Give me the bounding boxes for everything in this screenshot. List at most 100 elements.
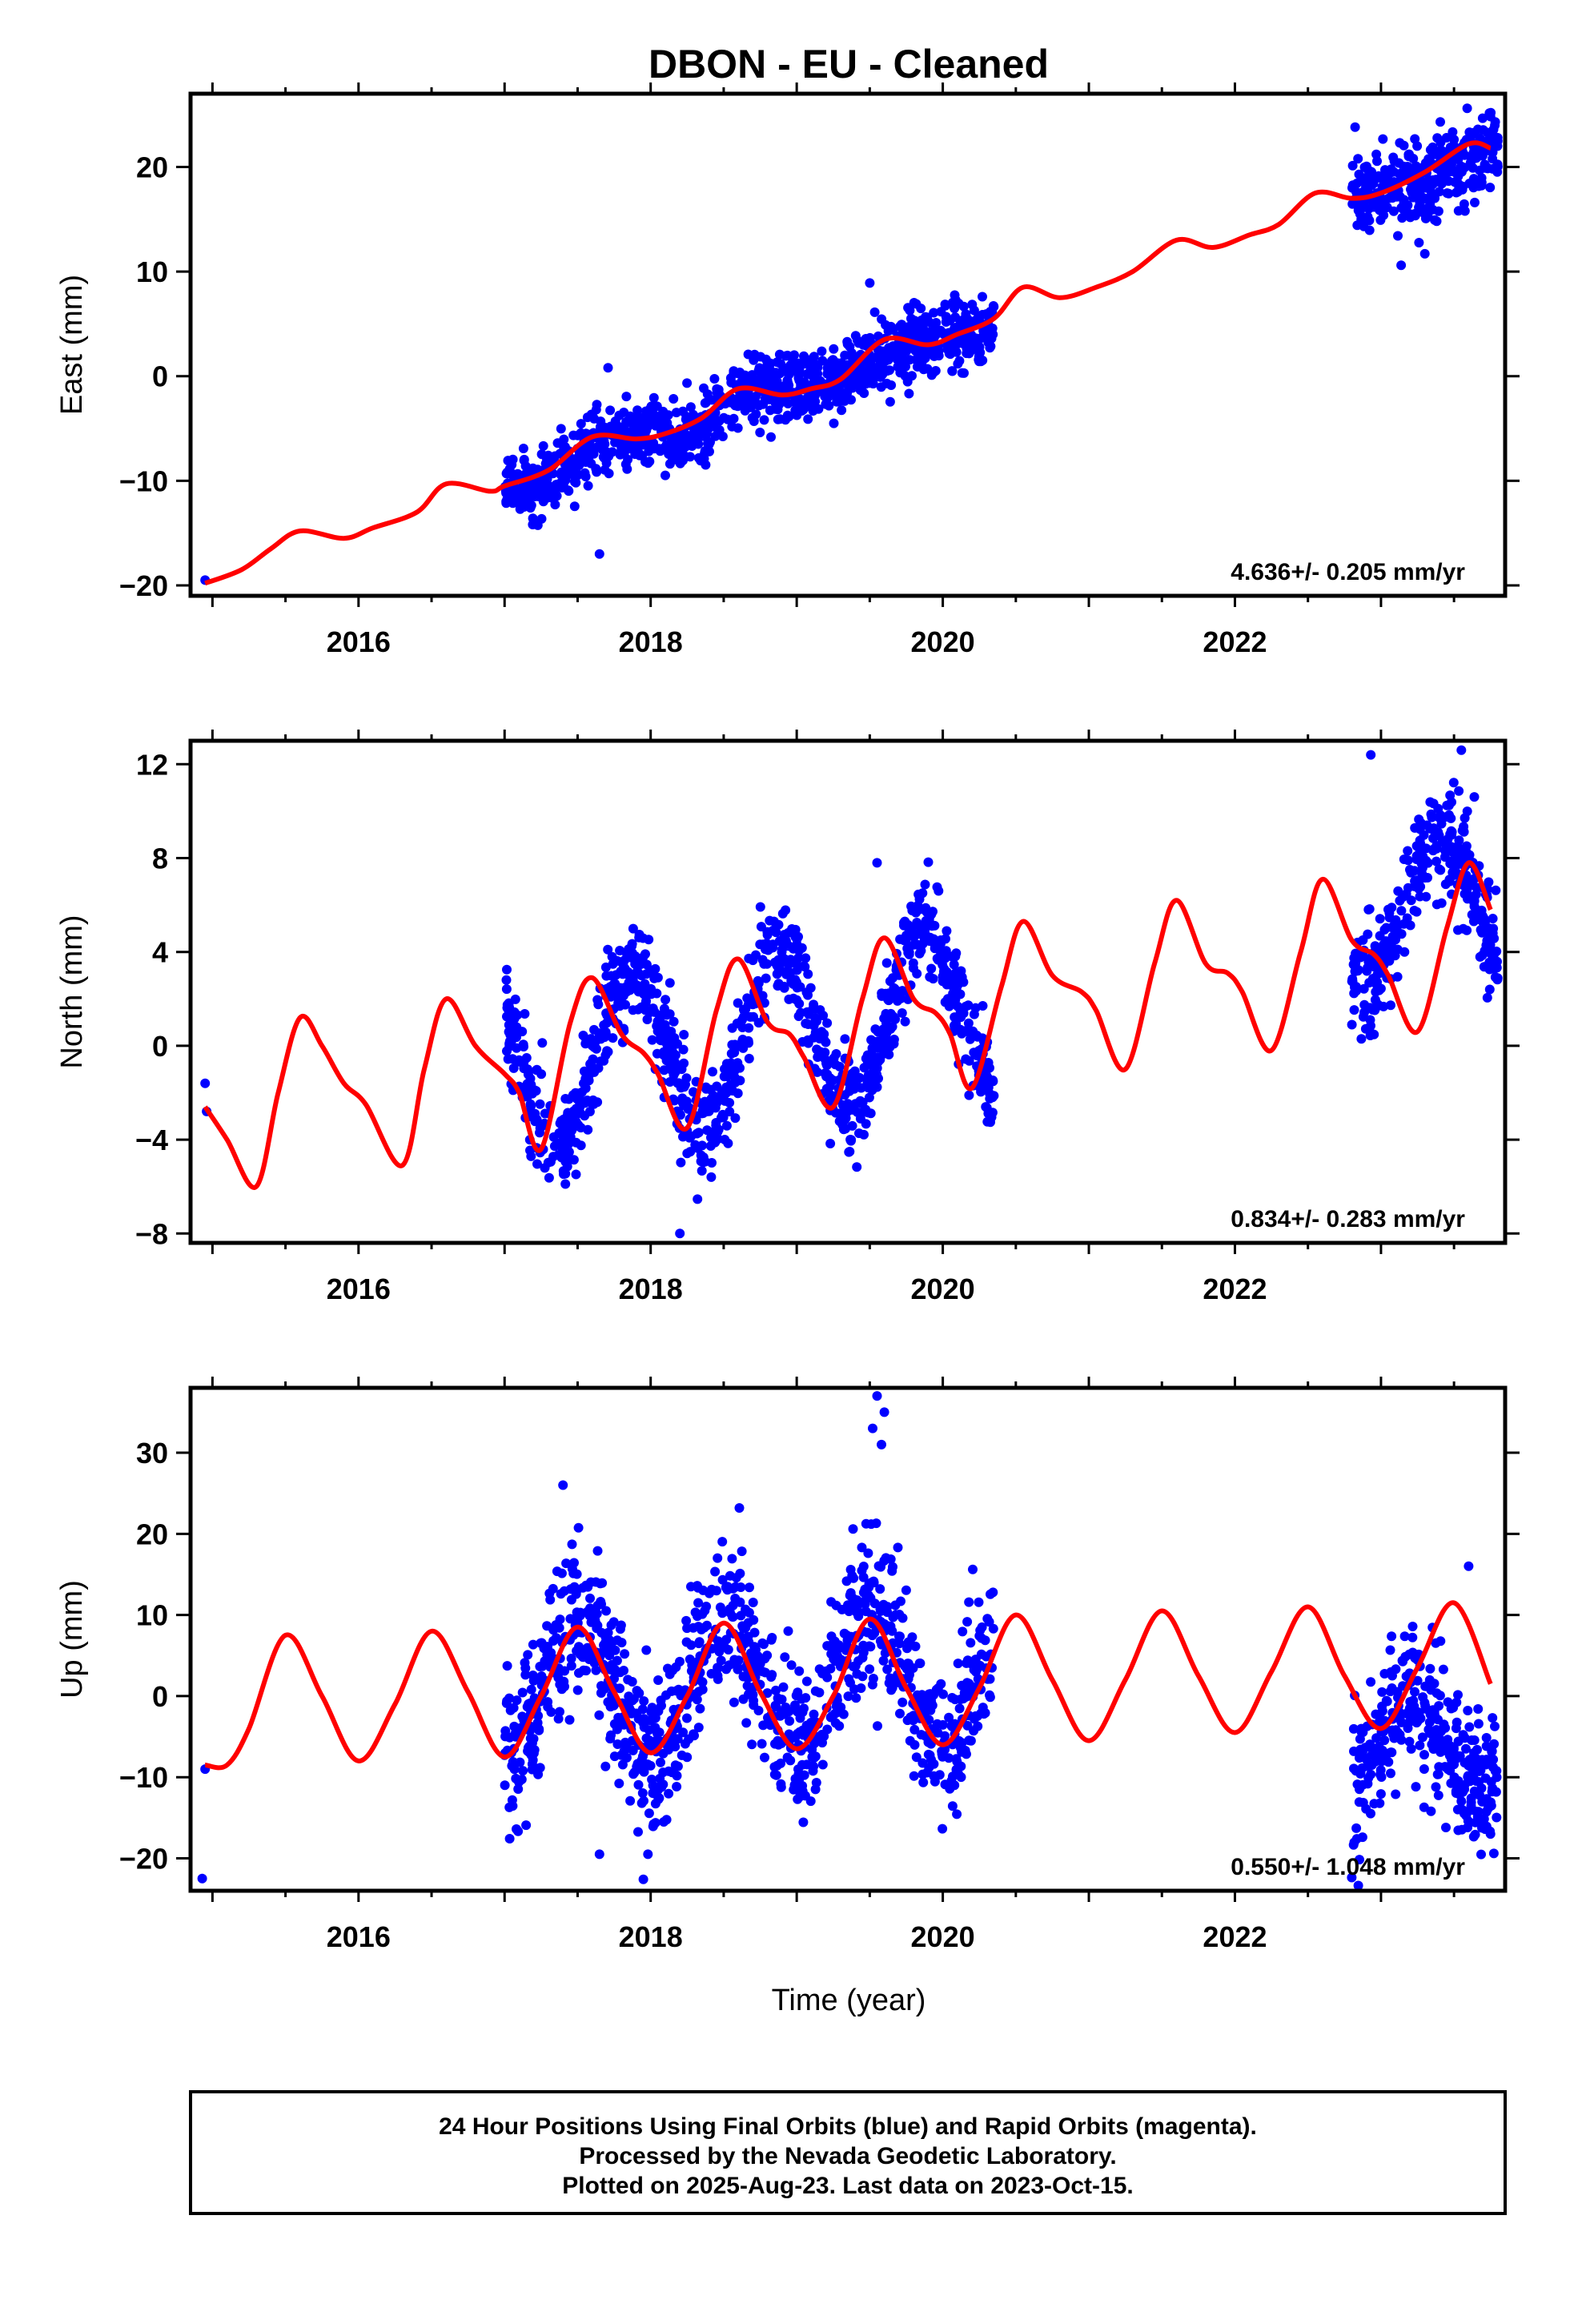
velocity-label: 0.834+/- 0.283 mm/yr: [1231, 1206, 1465, 1232]
data-point: [1389, 156, 1399, 167]
data-point: [861, 1119, 871, 1129]
data-point: [1435, 865, 1446, 875]
data-point: [909, 1724, 920, 1735]
data-point: [962, 348, 972, 359]
panel-1: 2016 2018 2020 2022 −20 −10 0 10 20 East (mm) 4.63…: [55, 82, 1520, 658]
data-point: [730, 1077, 741, 1088]
data-point: [685, 1132, 695, 1143]
data-point: [526, 501, 536, 510]
data-point: [817, 1738, 827, 1748]
data-point: [900, 916, 910, 927]
data-point: [849, 1684, 859, 1695]
data-point: [958, 301, 969, 312]
data-point: [782, 1752, 793, 1763]
data-point: [1448, 778, 1459, 788]
data-point: [508, 454, 518, 464]
data-point: [619, 448, 629, 458]
data-point: [727, 1023, 737, 1033]
y-tick-label: 30: [136, 1437, 168, 1470]
data-point: [896, 1596, 905, 1606]
data-point: [570, 476, 580, 487]
data-point: [881, 958, 892, 968]
data-point: [1447, 127, 1458, 137]
data-point: [1386, 1747, 1396, 1758]
data-point: [816, 1032, 826, 1043]
data-point: [852, 335, 862, 345]
data-point: [509, 1007, 520, 1017]
outlier-point: [558, 1480, 568, 1490]
data-point: [867, 1085, 877, 1096]
data-point: [1410, 209, 1420, 219]
data-point: [602, 1046, 612, 1056]
data-point: [950, 290, 960, 300]
data-point: [1461, 1743, 1471, 1754]
data-point: [561, 1558, 572, 1569]
data-point: [748, 1690, 758, 1700]
data-point: [738, 1012, 749, 1022]
data-point: [968, 338, 978, 348]
data-point: [1462, 103, 1472, 114]
data-point: [1431, 899, 1442, 910]
data-point: [1427, 142, 1438, 152]
data-point: [744, 1053, 754, 1063]
data-point: [1430, 215, 1439, 225]
data-point: [951, 340, 962, 350]
data-point: [1390, 951, 1400, 961]
data-point: [1440, 1723, 1451, 1733]
data-point: [596, 1688, 606, 1698]
data-point: [722, 414, 733, 424]
data-point: [501, 497, 512, 507]
data-point: [1485, 183, 1496, 193]
data-point: [737, 1023, 748, 1032]
data-point: [681, 1615, 692, 1626]
data-point: [569, 1558, 579, 1568]
data-point: [1460, 813, 1470, 823]
data-point: [928, 323, 938, 333]
data-point: [542, 455, 552, 464]
outlier-point: [638, 1874, 648, 1884]
data-point: [810, 1686, 821, 1696]
data-point: [846, 1135, 857, 1145]
data-point: [670, 1068, 681, 1078]
data-point: [867, 1043, 877, 1053]
data-point: [926, 1755, 936, 1765]
data-point: [1450, 177, 1460, 187]
data-point: [1490, 1721, 1500, 1731]
data-point: [890, 345, 900, 356]
data-point: [1475, 951, 1485, 962]
data-point: [1371, 1002, 1382, 1012]
x-tick-label: 2022: [1203, 1920, 1267, 1953]
data-point: [556, 1684, 567, 1695]
data-point: [1370, 995, 1380, 1005]
data-point: [1347, 976, 1358, 987]
data-point: [1481, 1741, 1492, 1751]
data-point: [822, 1018, 833, 1028]
data-point: [703, 438, 713, 448]
data-point: [513, 1826, 524, 1836]
data-point: [1447, 830, 1457, 840]
data-point: [985, 1088, 995, 1099]
panel-2: 2016 2018 2020 2022 −8 −4 0 4 8 12 North (mm) 0.834…: [55, 730, 1520, 1305]
data-point: [669, 394, 679, 404]
y-tick-label: −4: [135, 1124, 168, 1156]
data-point: [504, 464, 515, 474]
data-point: [1396, 260, 1407, 271]
data-point: [535, 1128, 544, 1138]
data-point: [682, 1148, 693, 1159]
data-point: [600, 1761, 611, 1771]
data-point: [881, 351, 891, 361]
data-point: [1492, 975, 1503, 985]
data-point: [834, 1721, 845, 1731]
data-point: [665, 459, 675, 469]
data-point: [893, 1542, 903, 1553]
data-point: [805, 983, 816, 993]
data-point: [1359, 999, 1370, 1010]
data-point: [1403, 151, 1414, 162]
data-point: [667, 1767, 677, 1778]
data-point: [713, 1663, 723, 1673]
data-point: [882, 1664, 893, 1675]
data-point: [718, 1112, 729, 1123]
data-point: [1405, 1697, 1415, 1707]
data-point: [1387, 923, 1397, 933]
data-point: [750, 399, 761, 409]
